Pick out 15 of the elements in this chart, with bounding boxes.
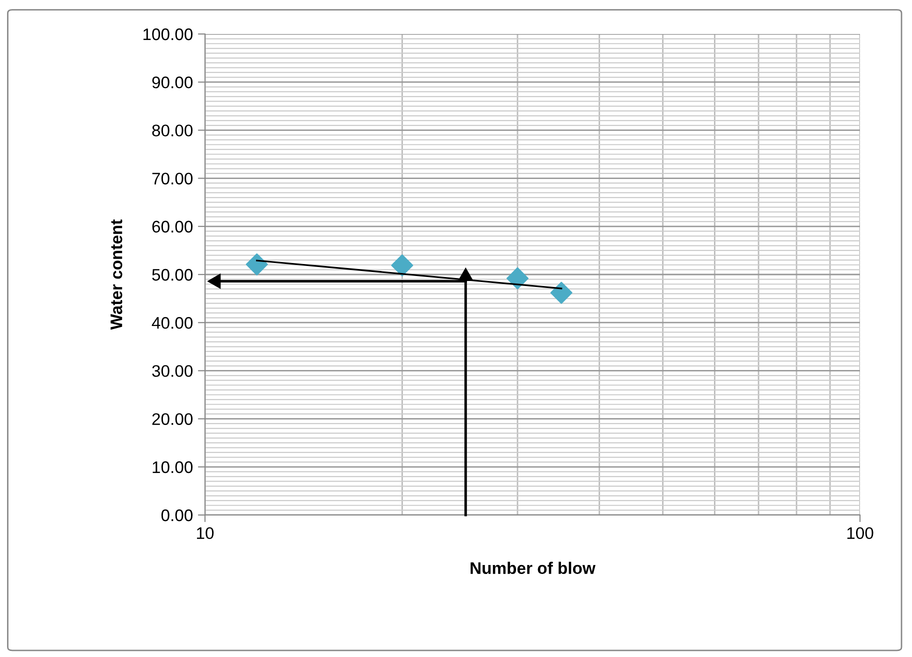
y-tick-label: 30.00 xyxy=(152,365,193,377)
y-tick-label: 50.00 xyxy=(152,268,193,281)
y-tick-label: 80.00 xyxy=(152,124,193,136)
x-tick-label: 10 xyxy=(197,527,214,540)
x-axis-title: Number of blow xyxy=(470,562,596,574)
y-tick-label: 70.00 xyxy=(152,172,193,185)
y-tick-label: 100.00 xyxy=(143,28,193,40)
y-tick-label: 60.00 xyxy=(152,220,193,233)
y-tick-label: 40.00 xyxy=(152,317,193,329)
y-axis-title: Water content xyxy=(110,219,122,330)
y-tick-label: 20.00 xyxy=(152,413,193,426)
y-tick-label: 0.00 xyxy=(161,509,193,522)
y-tick-label: 10.00 xyxy=(152,461,193,474)
x-tick-label: 100 xyxy=(847,527,874,540)
y-tick-label: 90.00 xyxy=(152,76,193,88)
